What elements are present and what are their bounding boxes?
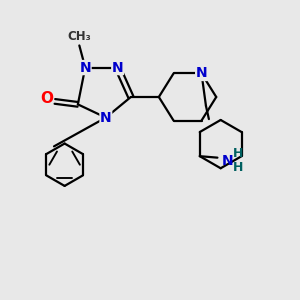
Text: CH₃: CH₃ [68, 30, 91, 43]
Text: N: N [112, 61, 123, 75]
Text: H: H [233, 161, 243, 174]
Text: N: N [196, 66, 207, 80]
Text: O: O [40, 91, 53, 106]
Text: H: H [233, 147, 243, 160]
Text: N: N [100, 111, 112, 124]
Text: N: N [221, 154, 233, 169]
Text: N: N [80, 61, 91, 75]
